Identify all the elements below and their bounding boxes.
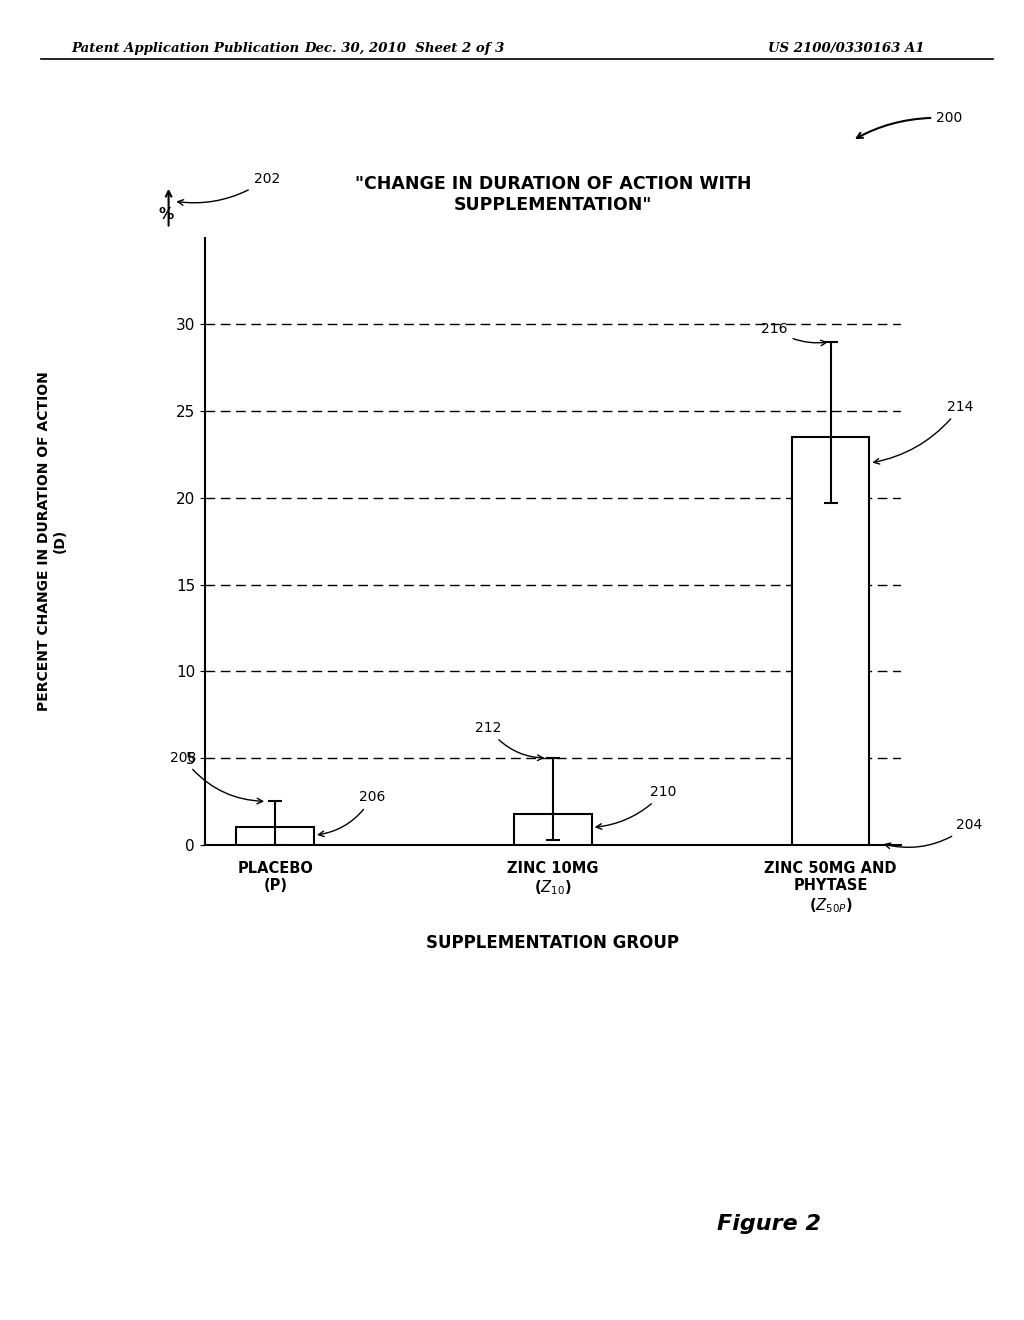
Text: US 2100/0330163 A1: US 2100/0330163 A1 (768, 42, 925, 55)
Text: 202: 202 (178, 172, 280, 205)
Bar (237, 828, 314, 845)
Text: 210: 210 (596, 785, 677, 829)
Text: 206: 206 (318, 791, 385, 837)
Text: 204: 204 (885, 818, 982, 849)
Text: PERCENT CHANGE IN DURATION OF ACTION
(D): PERCENT CHANGE IN DURATION OF ACTION (D) (37, 371, 67, 711)
Text: 212: 212 (475, 721, 543, 760)
Text: Figure 2: Figure 2 (717, 1214, 821, 1234)
Text: 200: 200 (857, 111, 963, 139)
Text: Patent Application Publication: Patent Application Publication (72, 42, 300, 55)
Bar (514, 813, 592, 845)
Text: 214: 214 (873, 400, 974, 465)
X-axis label: SUPPLEMENTATION GROUP: SUPPLEMENTATION GROUP (426, 935, 680, 952)
Text: Dec. 30, 2010  Sheet 2 of 3: Dec. 30, 2010 Sheet 2 of 3 (304, 42, 505, 55)
Title: "CHANGE IN DURATION OF ACTION WITH
SUPPLEMENTATION": "CHANGE IN DURATION OF ACTION WITH SUPPL… (354, 176, 752, 214)
Bar (792, 437, 869, 845)
Text: %: % (159, 207, 174, 223)
Text: 216: 216 (761, 322, 826, 346)
Text: 208: 208 (170, 751, 263, 804)
